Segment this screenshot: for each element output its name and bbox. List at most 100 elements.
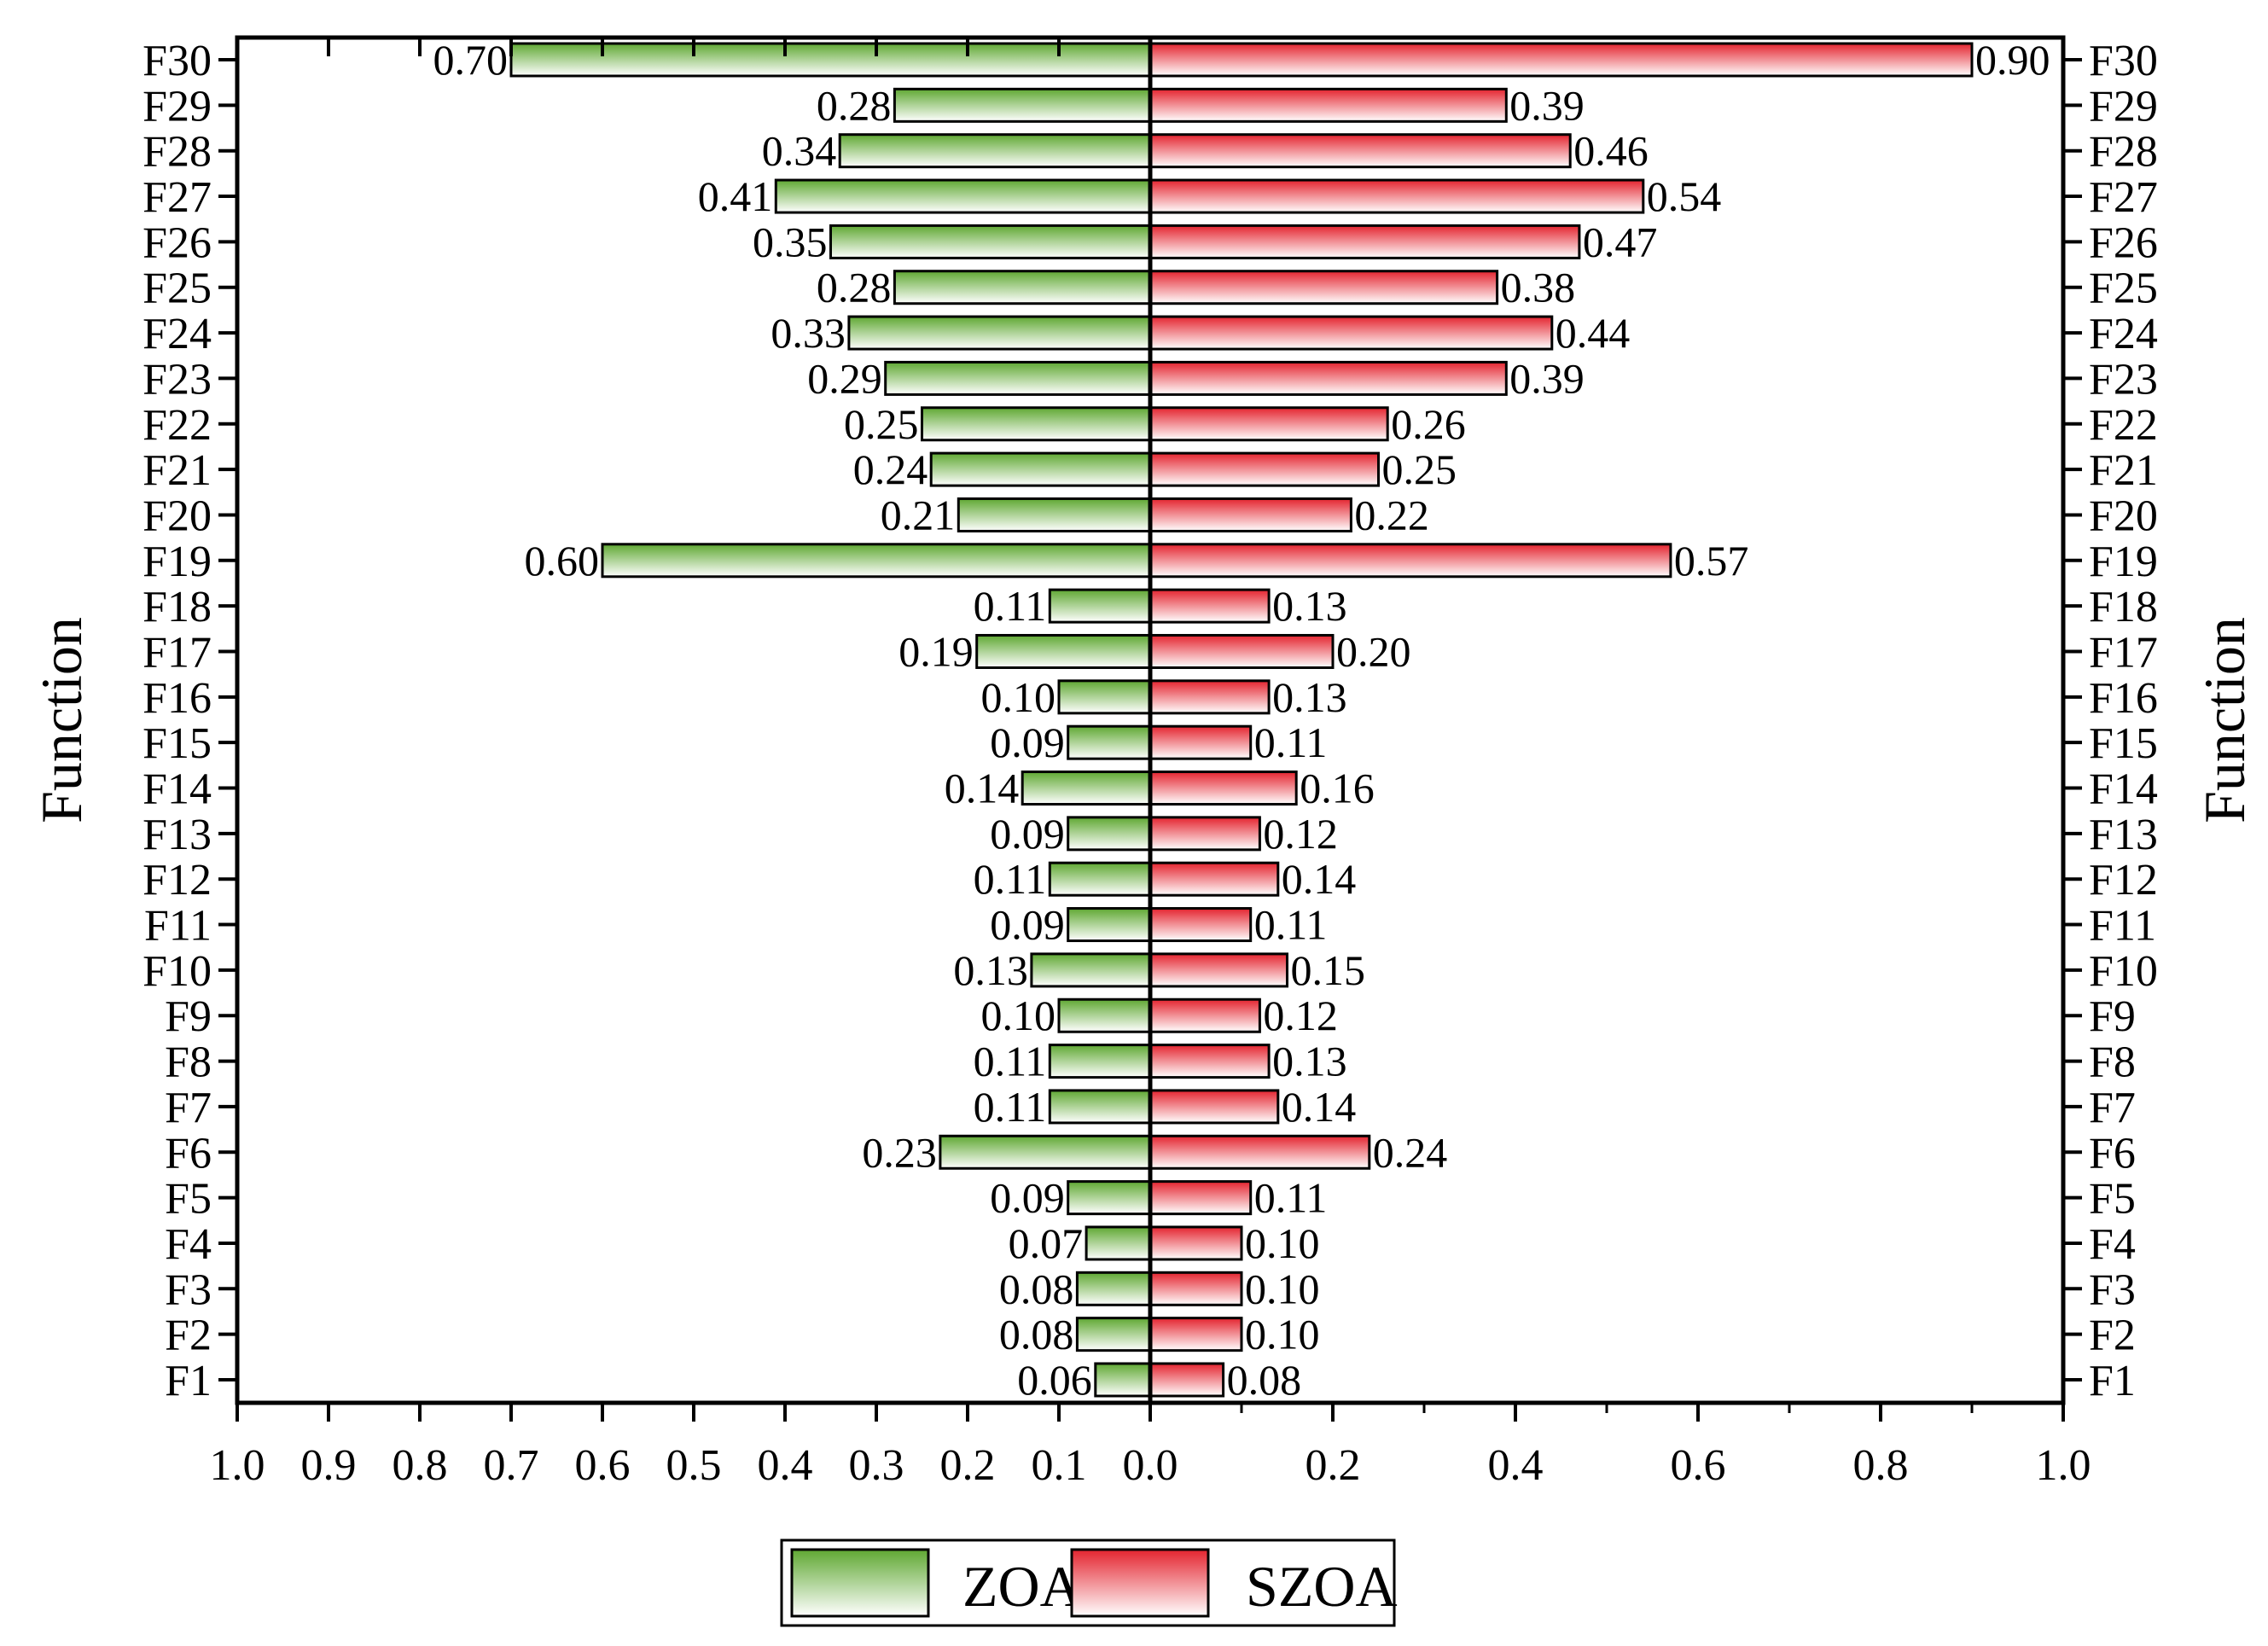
data-label-szoa-f6: 0.24	[1373, 1128, 1448, 1176]
y-tick-label-left-f10: F10	[142, 947, 212, 996]
y-tick-label-left-f18: F18	[142, 583, 212, 631]
y-axis-title-right: Function	[2192, 617, 2257, 823]
bar-zoa-f7	[1048, 1089, 1152, 1125]
bar-zoa-f29	[893, 87, 1152, 123]
data-label-zoa-f24: 0.33	[771, 309, 846, 357]
data-label-zoa-f20: 0.21	[881, 491, 956, 538]
y-tick-label-right-f16: F16	[2089, 674, 2158, 723]
data-label-zoa-f13: 0.09	[990, 810, 1065, 858]
data-label-zoa-f5: 0.09	[990, 1174, 1065, 1222]
legend-swatch-zoa	[790, 1548, 930, 1618]
y-tick-label-right-f17: F17	[2089, 628, 2158, 677]
bar-szoa-f26	[1149, 224, 1581, 259]
data-label-zoa-f15: 0.09	[990, 718, 1065, 766]
bar-szoa-f11	[1149, 907, 1253, 943]
bar-szoa-f25	[1149, 270, 1499, 305]
y-tick-label-right-f23: F23	[2089, 355, 2158, 404]
x-tick-label-left: 0.9	[301, 1441, 357, 1490]
bar-szoa-f22	[1149, 406, 1389, 442]
bar-szoa-f30	[1149, 42, 1974, 78]
bar-zoa-f10	[1030, 952, 1152, 988]
x-tick-label-right: 0.2	[1306, 1441, 1361, 1490]
bar-szoa-f1	[1149, 1362, 1225, 1398]
y-tick-label-right-f29: F29	[2089, 82, 2158, 131]
data-label-zoa-f21: 0.24	[853, 445, 928, 493]
y-tick-label-right-f25: F25	[2089, 265, 2158, 313]
data-label-zoa-f8: 0.11	[974, 1038, 1047, 1085]
bar-szoa-f8	[1149, 1044, 1271, 1079]
y-tick-label-right-f12: F12	[2089, 856, 2158, 904]
bar-zoa-f8	[1048, 1044, 1152, 1079]
bar-zoa-f11	[1067, 907, 1152, 943]
data-label-szoa-f15: 0.11	[1254, 718, 1328, 766]
y-tick-label-left-f8: F8	[165, 1038, 212, 1087]
data-label-szoa-f17: 0.20	[1336, 627, 1411, 675]
y-tick-label-left-f3: F3	[165, 1265, 212, 1314]
y-tick-label-right-f3: F3	[2089, 1265, 2136, 1314]
data-label-szoa-f11: 0.11	[1254, 901, 1328, 949]
data-label-zoa-f28: 0.34	[762, 127, 837, 175]
y-tick-label-left-f20: F20	[142, 491, 212, 540]
y-tick-label-left-f13: F13	[142, 811, 212, 859]
bar-szoa-f7	[1149, 1089, 1280, 1125]
y-tick-label-left-f15: F15	[142, 719, 212, 768]
y-tick-label-left-f1: F1	[165, 1357, 212, 1405]
x-tick-label-left: 0.3	[849, 1441, 904, 1490]
bar-zoa-f23	[884, 360, 1152, 396]
data-label-szoa-f9: 0.12	[1263, 992, 1338, 1039]
bar-szoa-f5	[1149, 1180, 1253, 1216]
data-label-zoa-f12: 0.11	[974, 855, 1047, 903]
data-label-szoa-f21: 0.25	[1382, 445, 1457, 493]
bar-zoa-f28	[838, 133, 1152, 169]
x-tick-label-left: 0.4	[758, 1441, 813, 1490]
y-tick-label-left-f23: F23	[142, 355, 212, 404]
y-tick-label-left-f22: F22	[142, 401, 212, 450]
y-tick-label-left-f16: F16	[142, 674, 212, 723]
data-label-szoa-f18: 0.13	[1272, 582, 1347, 630]
y-tick-label-left-f26: F26	[142, 218, 212, 267]
data-label-szoa-f13: 0.12	[1263, 810, 1338, 858]
bar-zoa-f20	[957, 497, 1152, 532]
data-label-szoa-f23: 0.39	[1509, 354, 1585, 402]
bar-szoa-f23	[1149, 360, 1508, 396]
y-tick-label-left-f4: F4	[165, 1220, 212, 1269]
axis-ticks	[218, 38, 2082, 1422]
y-tick-label-right-f20: F20	[2089, 491, 2158, 540]
bar-szoa-f3	[1149, 1271, 1243, 1306]
data-label-szoa-f5: 0.11	[1254, 1174, 1328, 1222]
bar-zoa-f2	[1075, 1317, 1152, 1352]
bar-zoa-f24	[847, 315, 1152, 351]
data-label-szoa-f29: 0.39	[1509, 81, 1585, 129]
data-label-szoa-f4: 0.10	[1245, 1219, 1320, 1267]
y-tick-label-right-f19: F19	[2089, 538, 2158, 586]
y-tick-label-left-f17: F17	[142, 628, 212, 677]
data-label-szoa-f28: 0.46	[1573, 127, 1649, 175]
y-tick-label-left-f30: F30	[142, 37, 212, 85]
y-tick-label-right-f2: F2	[2089, 1312, 2136, 1360]
y-tick-label-left-f2: F2	[165, 1312, 212, 1360]
data-label-zoa-f30: 0.70	[433, 36, 509, 84]
data-label-szoa-f7: 0.14	[1282, 1083, 1357, 1131]
x-tick-label-left: 0.6	[575, 1441, 631, 1490]
bar-zoa-f13	[1067, 816, 1152, 852]
bar-szoa-f14	[1149, 771, 1298, 806]
y-tick-label-right-f15: F15	[2089, 719, 2158, 768]
x-tick-label-left: 0.2	[940, 1441, 996, 1490]
data-label-zoa-f10: 0.13	[953, 946, 1028, 994]
data-label-szoa-f2: 0.10	[1245, 1311, 1320, 1358]
data-label-zoa-f7: 0.11	[974, 1083, 1047, 1131]
bar-szoa-f21	[1149, 451, 1380, 487]
data-label-zoa-f18: 0.11	[974, 582, 1047, 630]
y-tick-label-left-f19: F19	[142, 538, 212, 586]
y-tick-label-left-f7: F7	[165, 1084, 212, 1132]
y-tick-label-left-f21: F21	[142, 446, 212, 495]
bar-szoa-f4	[1149, 1225, 1243, 1261]
data-label-zoa-f1: 0.06	[1017, 1356, 1092, 1404]
bar-szoa-f6	[1149, 1134, 1371, 1170]
data-label-szoa-f3: 0.10	[1245, 1265, 1320, 1312]
y-tick-label-right-f11: F11	[2089, 902, 2156, 951]
y-tick-label-left-f12: F12	[142, 856, 212, 904]
y-axis-title-left: Function	[29, 617, 94, 823]
data-label-szoa-f14: 0.16	[1300, 765, 1375, 812]
